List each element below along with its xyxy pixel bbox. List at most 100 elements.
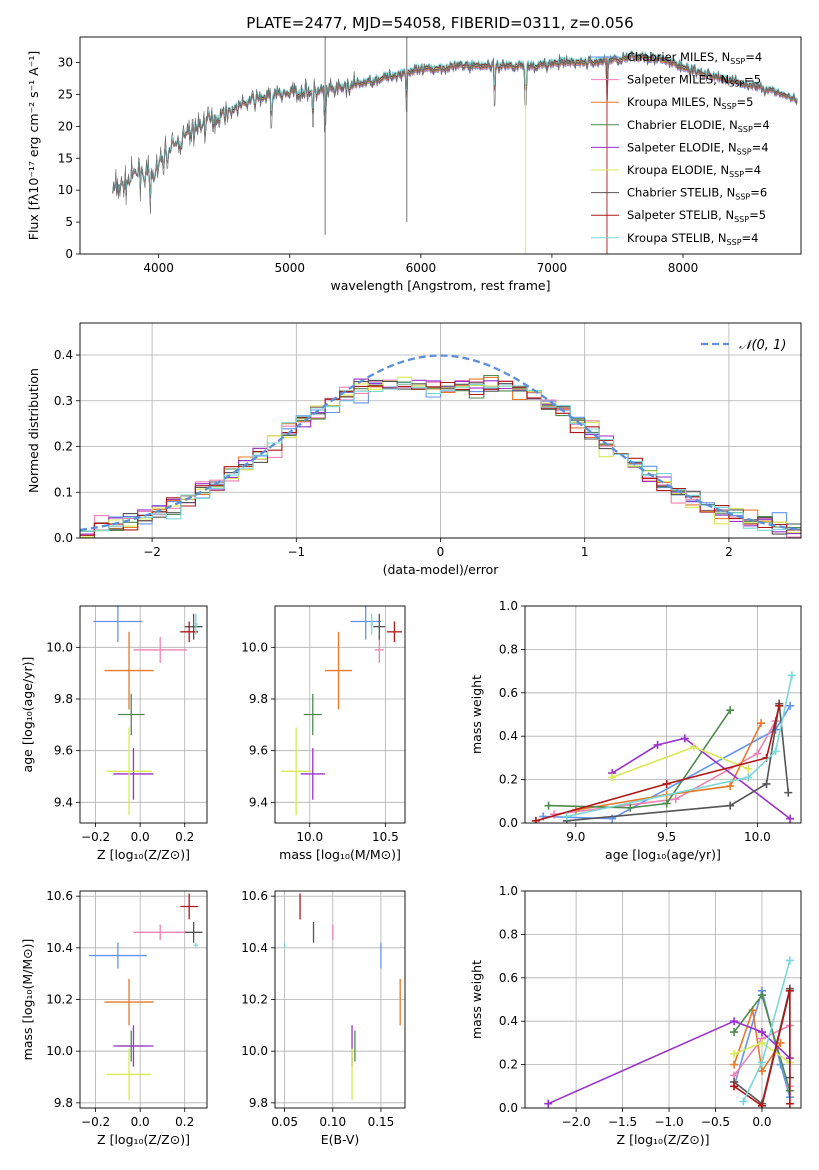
mass-weight-marker <box>730 1060 739 1069</box>
mass-weight-marker <box>689 743 698 752</box>
x-tick-label: 9.5 <box>657 830 676 844</box>
y-tick-label: 0.8 <box>499 642 518 656</box>
mass-vs-metallicity-panel: −0.2 0.0 0.2 9.8 10.0 10.2 10.4 10.6 Z [log₁₀(Z/… <box>20 889 208 1147</box>
x-tick-label: −0.2 <box>81 1115 110 1129</box>
y-tick-label: 0.6 <box>499 971 518 985</box>
mass-weight-marker <box>626 803 635 812</box>
mass-weight-marker <box>730 1028 739 1037</box>
mass-weight-marker <box>776 1060 785 1069</box>
legend-label: Salpeter STELIB, NSSP=5 <box>627 208 766 224</box>
x-axis-label: E(B-V) <box>321 1132 360 1147</box>
y-axis-label: mass weight <box>469 960 484 1039</box>
spectrum-panel: 4000 5000 6000 7000 8000 0 5 10 15 20 25 30 waveleng… <box>26 36 802 293</box>
y-tick-label: 9.8 <box>54 1096 73 1110</box>
x-tick-label: 10.0 <box>296 830 323 844</box>
x-tick-label: 0.0 <box>131 830 150 844</box>
age-vs-mass-panel: 10.0 10.5 9.4 9.6 9.8 10.0 mass [log₁₀(M/M⊙)] <box>241 605 406 862</box>
mass-weight-marker <box>786 701 795 710</box>
mass-weight-marker <box>730 1017 739 1026</box>
x-tick-label: 6000 <box>406 261 437 275</box>
residual-histogram <box>80 379 801 538</box>
y-tick-label: 10.0 <box>241 1044 268 1058</box>
mass-weight-marker <box>785 1099 794 1108</box>
y-axis-label: mass weight <box>469 675 484 754</box>
x-tick-label: −1 <box>287 545 305 559</box>
mass-weight-line <box>554 720 777 816</box>
x-tick-label: 4000 <box>143 261 174 275</box>
x-tick-label: 0 <box>437 545 445 559</box>
y-tick-label: 10.4 <box>46 941 73 955</box>
mass-weight-marker <box>775 701 784 710</box>
y-tick-label: 10.6 <box>46 889 73 903</box>
y-tick-label: 9.6 <box>249 744 268 758</box>
mass-weight-line <box>733 1010 782 1074</box>
y-tick-label: 20 <box>58 119 73 133</box>
mass-weight-marker <box>671 795 680 804</box>
mass-weight-marker <box>785 956 794 965</box>
mass-weight-marker <box>757 1101 766 1108</box>
mass-weight-marker <box>726 782 735 791</box>
mass-weight-marker <box>757 719 766 728</box>
x-tick-label: 2 <box>725 545 733 559</box>
x-tick-label: 7000 <box>537 261 568 275</box>
legend-label: Chabrier ELODIE, NSSP=4 <box>627 118 770 134</box>
axes-frame <box>274 890 406 1109</box>
mass-weight-marker <box>544 801 553 810</box>
mass-weight-marker <box>753 749 762 758</box>
y-tick-label: 30 <box>58 56 73 70</box>
mass-weight-marker <box>757 1058 766 1067</box>
y-tick-label: 10 <box>58 183 73 197</box>
y-axis-label: Normed distribution <box>26 368 41 493</box>
legend-label: Kroupa MILES, NSSP=5 <box>627 95 753 111</box>
mass-weight-marker <box>531 816 540 823</box>
mass-weight-marker <box>785 986 794 995</box>
mass-weight-marker <box>726 801 735 810</box>
mass-weight-marker <box>757 991 766 1000</box>
y-tick-label: 0.6 <box>499 686 518 700</box>
x-tick-label: 8000 <box>668 261 699 275</box>
y-tick-label: 1.0 <box>499 599 518 613</box>
y-tick-label: 9.8 <box>249 692 268 706</box>
axes-frame <box>79 36 802 255</box>
x-tick-label: 10.0 <box>744 830 771 844</box>
x-axis-label: (data-model)/error <box>383 562 500 577</box>
y-tick-label: 10.4 <box>241 941 268 955</box>
residuals-panel: −2 −1 0 1 2 0.0 0.1 0.2 0.3 0.4 (data-model)/error… <box>26 322 802 577</box>
y-tick-label: 10.0 <box>241 640 268 654</box>
mass-weight-marker <box>784 788 793 797</box>
y-tick-label: 0.2 <box>54 440 73 454</box>
y-tick-label: 10.2 <box>46 993 73 1007</box>
y-tick-label: 9.8 <box>249 1096 268 1110</box>
x-axis-label: Z [log₁₀(Z/Z⊙)] <box>97 1132 190 1147</box>
y-tick-label: 0.4 <box>54 348 73 362</box>
y-tick-label: 9.8 <box>54 692 73 706</box>
x-tick-label: −0.2 <box>81 830 110 844</box>
mass-weight-vs-metallicity-panel: −2.0 −1.5 −1.0 −0.5 0.0 0.0 0.2 0.4 0.6 0.8 1.0 Z [… <box>469 884 802 1147</box>
mass-weight-marker <box>744 764 753 773</box>
x-tick-label: −1.5 <box>608 1115 637 1129</box>
mass-weight-marker <box>757 1067 766 1076</box>
y-tick-label: 15 <box>58 151 73 165</box>
y-tick-label: 0.3 <box>54 394 73 408</box>
x-tick-label: 0.2 <box>175 830 194 844</box>
legend-label: Salpeter MILES, NSSP=5 <box>627 73 761 89</box>
mass-weight-marker <box>608 773 617 782</box>
x-tick-label: 0.0 <box>131 1115 150 1129</box>
mass-weight-marker <box>771 747 780 756</box>
mass-weight-marker <box>662 799 671 808</box>
mass-weight-marker <box>757 1038 766 1047</box>
x-tick-label: 10.5 <box>372 830 399 844</box>
y-axis-label: Flux [fλ10⁻¹⁷ erg cm⁻² s⁻¹ A⁻¹] <box>26 51 41 240</box>
legend-label: Salpeter ELODIE, NSSP=4 <box>627 140 769 156</box>
mass-weight-marker <box>726 706 735 715</box>
y-tick-label: 10.2 <box>241 993 268 1007</box>
residual-histogram <box>80 383 801 532</box>
y-tick-label: 0.4 <box>499 1014 518 1028</box>
mass-weight-vs-age-panel: 9.0 9.5 10.0 0.0 0.2 0.4 0.6 0.8 1.0 age [log₁₀(a… <box>469 599 802 862</box>
mass-weight-line <box>733 990 791 1108</box>
x-tick-label: 0.15 <box>368 1115 395 1129</box>
age-vs-metallicity-panel: −0.2 0.0 0.2 9.4 9.6 9.8 10.0 Z [log₁₀(Z/Z⊙)] ag… <box>20 605 208 862</box>
y-tick-label: 0.2 <box>499 773 518 787</box>
mass-weight-marker <box>744 773 753 782</box>
x-tick-label: 0.10 <box>319 1115 346 1129</box>
